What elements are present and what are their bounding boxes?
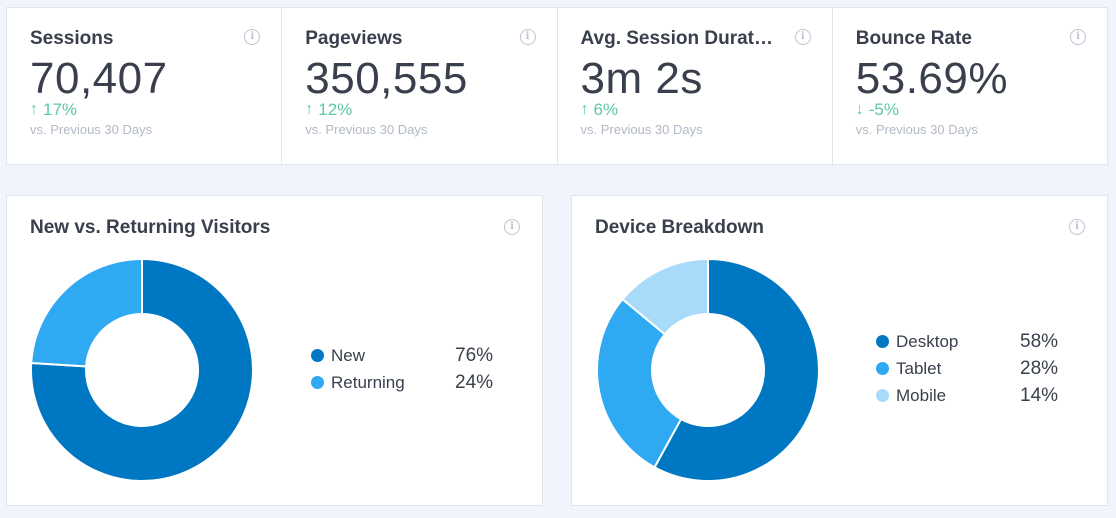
stat-change-value: 6% (593, 100, 619, 119)
stat-change: ↑ 12% (305, 101, 556, 119)
donut-slice-desktop[interactable] (653, 259, 819, 481)
legend-label: Tablet (896, 358, 942, 378)
info-icon[interactable]: i (1070, 29, 1086, 45)
stat-title: Bounce Rate (855, 28, 972, 49)
stat-change: ↑ 17% (30, 101, 281, 119)
donut-slice-tablet[interactable] (597, 297, 683, 469)
stat-value: 70,407 (30, 54, 168, 103)
arrow-up-icon: ↑ (305, 101, 314, 118)
legend-label: Desktop (896, 331, 959, 351)
legend-value: 28% (1020, 357, 1059, 379)
legend-label: New (331, 345, 366, 365)
stat-title: Avg. Session Durat… (580, 28, 774, 49)
stat-change: ↓ -5% (856, 101, 1107, 119)
stat-value: 53.69% (855, 54, 1008, 103)
legend-item-new[interactable]: New 76% (311, 342, 493, 369)
visitors-donut-chart (31, 259, 253, 481)
donut-slice-mobile[interactable] (621, 259, 709, 336)
arrow-up-icon: ↑ (580, 101, 589, 118)
donut-slice-returning[interactable] (31, 259, 143, 368)
stat-change-value: -5% (868, 100, 899, 119)
stat-compare-label: vs. Previous 30 Days (855, 122, 978, 137)
devices-donut-chart (597, 259, 819, 481)
panel-title: New vs. Returning Visitors (30, 217, 271, 238)
legend-item-mobile[interactable]: Mobile 14% (876, 382, 1058, 409)
stat-compare-label: vs. Previous 30 Days (580, 122, 703, 137)
legend-label: Returning (331, 372, 405, 392)
info-icon[interactable]: i (1069, 219, 1085, 235)
legend-dot-icon (311, 376, 324, 389)
devices-legend: Desktop 58% Tablet 28% Mobile 14% (876, 328, 1058, 409)
stat-title: Sessions (30, 28, 114, 49)
info-icon[interactable]: i (519, 29, 536, 45)
stat-value: 3m 2s (580, 54, 703, 103)
panel-title: Device Breakdown (595, 217, 764, 238)
legend-value: 76% (455, 344, 494, 366)
arrow-up-icon: ↑ (30, 101, 38, 118)
stat-card-sessions: Sessions i 70,407 ↑ 17% vs. Previous 30 … (7, 8, 283, 164)
legend-dot-icon (311, 349, 324, 362)
stat-title: Pageviews (305, 28, 403, 49)
stat-card-avg-session-duration: Avg. Session Durat… i 3m 2s ↑ 6% vs. Pre… (558, 8, 833, 164)
device-breakdown-panel: Device Breakdown i Desktop 58% Tablet 28… (571, 195, 1108, 506)
legend-item-returning[interactable]: Returning 24% (311, 369, 493, 396)
info-icon[interactable]: i (244, 29, 261, 45)
stat-compare-label: vs. Previous 30 Days (30, 122, 153, 137)
new-vs-returning-panel: New vs. Returning Visitors i New 76% Ret… (6, 195, 543, 506)
legend-item-tablet[interactable]: Tablet 28% (876, 355, 1058, 382)
info-icon[interactable]: i (504, 219, 520, 235)
stat-card-pageviews: Pageviews i 350,555 ↑ 12% vs. Previous 3… (282, 8, 558, 164)
stat-change-value: 12% (318, 100, 353, 119)
stat-change-value: 17% (43, 100, 78, 119)
stat-card-bounce-rate: Bounce Rate i 53.69% ↓ -5% vs. Previous … (833, 8, 1107, 164)
stat-compare-label: vs. Previous 30 Days (305, 122, 428, 137)
legend-value: 14% (1020, 384, 1059, 406)
stat-value: 350,555 (305, 54, 468, 103)
legend-label: Mobile (896, 385, 947, 405)
stat-change: ↑ 6% (581, 101, 832, 119)
visitors-legend: New 76% Returning 24% (311, 342, 493, 396)
legend-item-desktop[interactable]: Desktop 58% (876, 328, 1058, 355)
info-icon[interactable]: i (794, 29, 811, 45)
stats-overview: Sessions i 70,407 ↑ 17% vs. Previous 30 … (6, 7, 1108, 165)
legend-dot-icon (876, 335, 889, 348)
legend-dot-icon (876, 362, 889, 375)
legend-dot-icon (876, 389, 889, 402)
legend-value: 24% (455, 371, 494, 393)
arrow-down-icon: ↓ (855, 101, 864, 118)
legend-value: 58% (1020, 330, 1059, 352)
donut-slice-new[interactable] (31, 259, 253, 481)
